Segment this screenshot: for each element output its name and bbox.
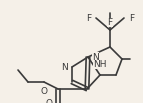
Text: O: O xyxy=(40,87,47,96)
Text: N: N xyxy=(92,53,99,61)
Text: F: F xyxy=(129,13,134,22)
Text: O: O xyxy=(46,99,53,103)
Text: N: N xyxy=(61,63,68,71)
Text: F: F xyxy=(86,13,91,22)
Text: F: F xyxy=(107,18,113,27)
Text: NH: NH xyxy=(93,60,107,69)
